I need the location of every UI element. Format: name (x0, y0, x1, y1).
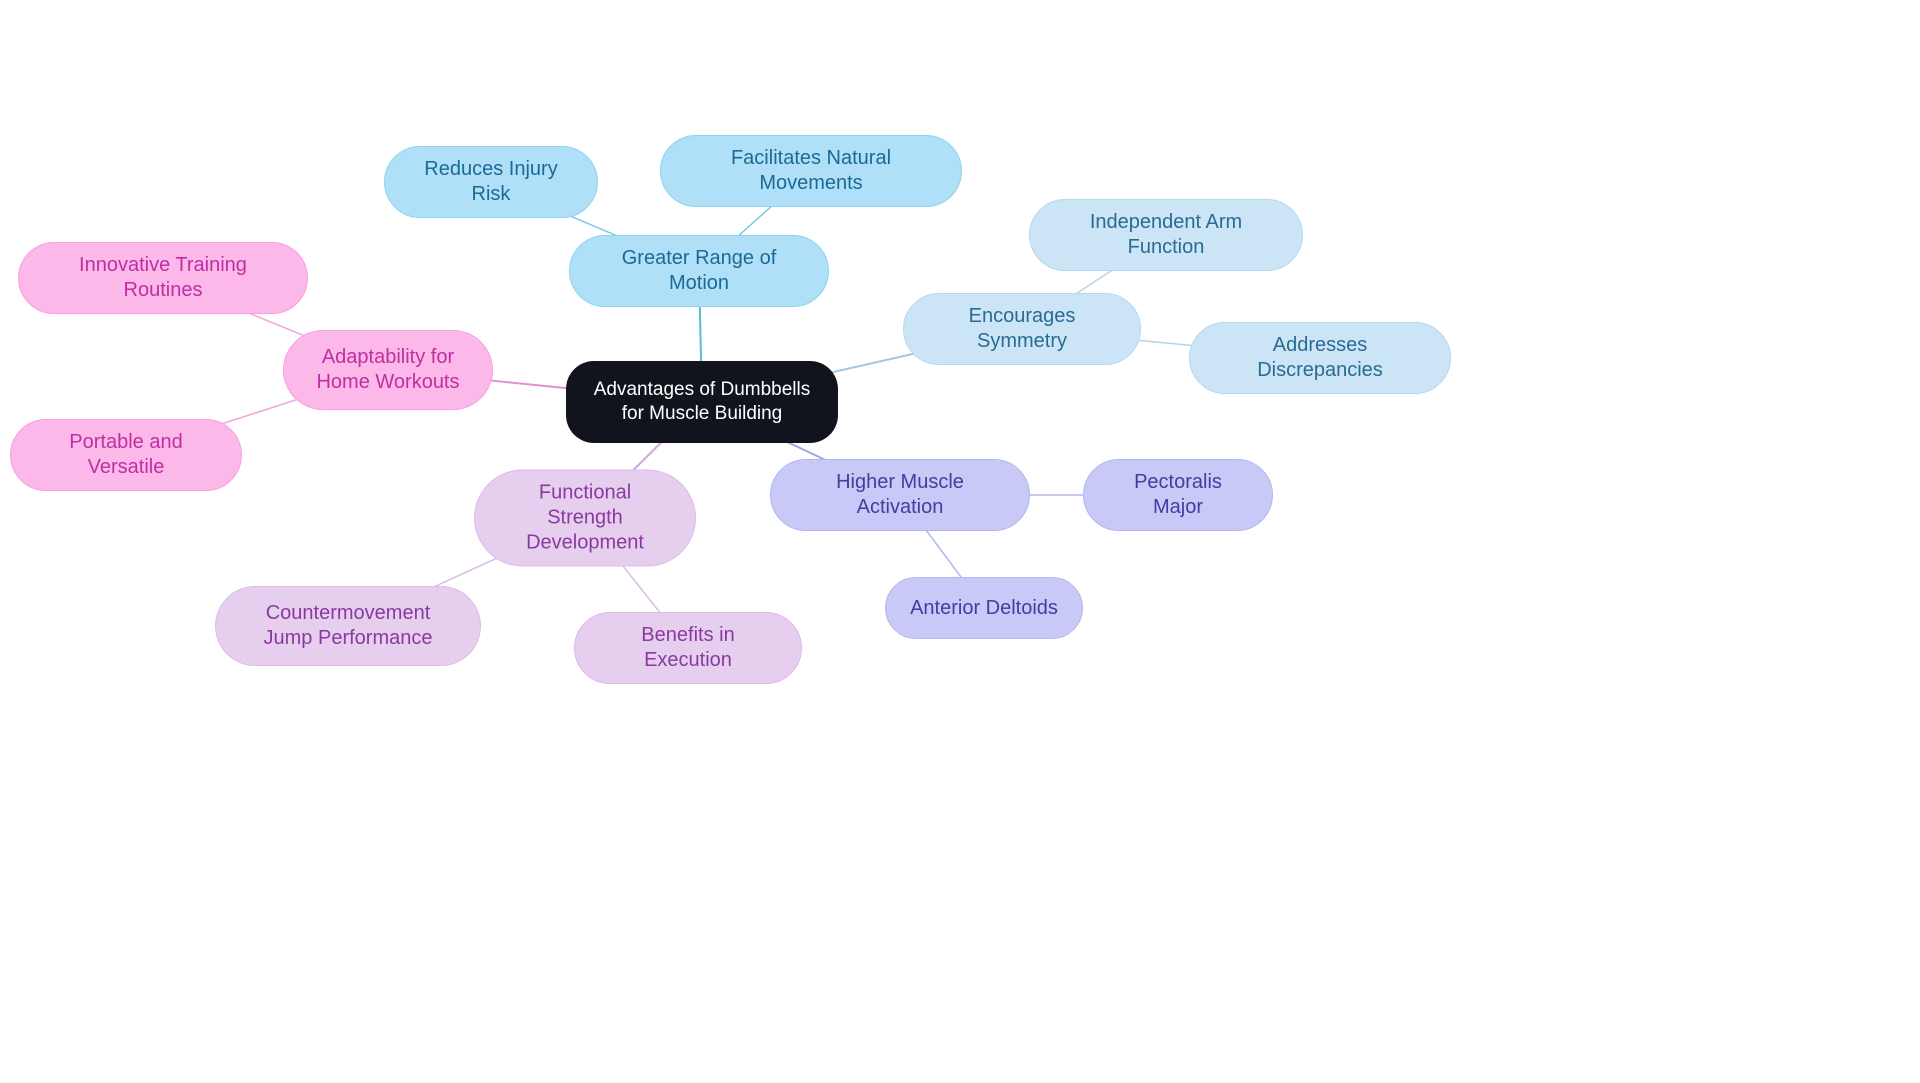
node-countermovement-jump: Countermovement Jump Performance (215, 586, 481, 666)
node-independent-arm: Independent Arm Function (1029, 199, 1303, 271)
node-greater-range: Greater Range of Motion (569, 235, 829, 307)
node-muscle-activation: Higher Muscle Activation (770, 459, 1030, 531)
node-adaptability-home: Adaptability for Home Workouts (283, 330, 493, 410)
node-benefits-execution: Benefits in Execution (574, 612, 802, 684)
node-encourages-symmetry: Encourages Symmetry (903, 293, 1141, 365)
node-functional-strength: Functional Strength Development (474, 470, 696, 567)
node-natural-movements: Facilitates Natural Movements (660, 135, 962, 207)
node-portable-versatile: Portable and Versatile (10, 419, 242, 491)
root-node: Advantages of Dumbbells for Muscle Build… (566, 361, 838, 443)
node-reduces-injury: Reduces Injury Risk (384, 146, 598, 218)
node-deltoids: Anterior Deltoids (885, 577, 1083, 639)
node-pectoralis: Pectoralis Major (1083, 459, 1273, 531)
node-addresses-discrepancies: Addresses Discrepancies (1189, 322, 1451, 394)
node-innovative-training: Innovative Training Routines (18, 242, 308, 314)
